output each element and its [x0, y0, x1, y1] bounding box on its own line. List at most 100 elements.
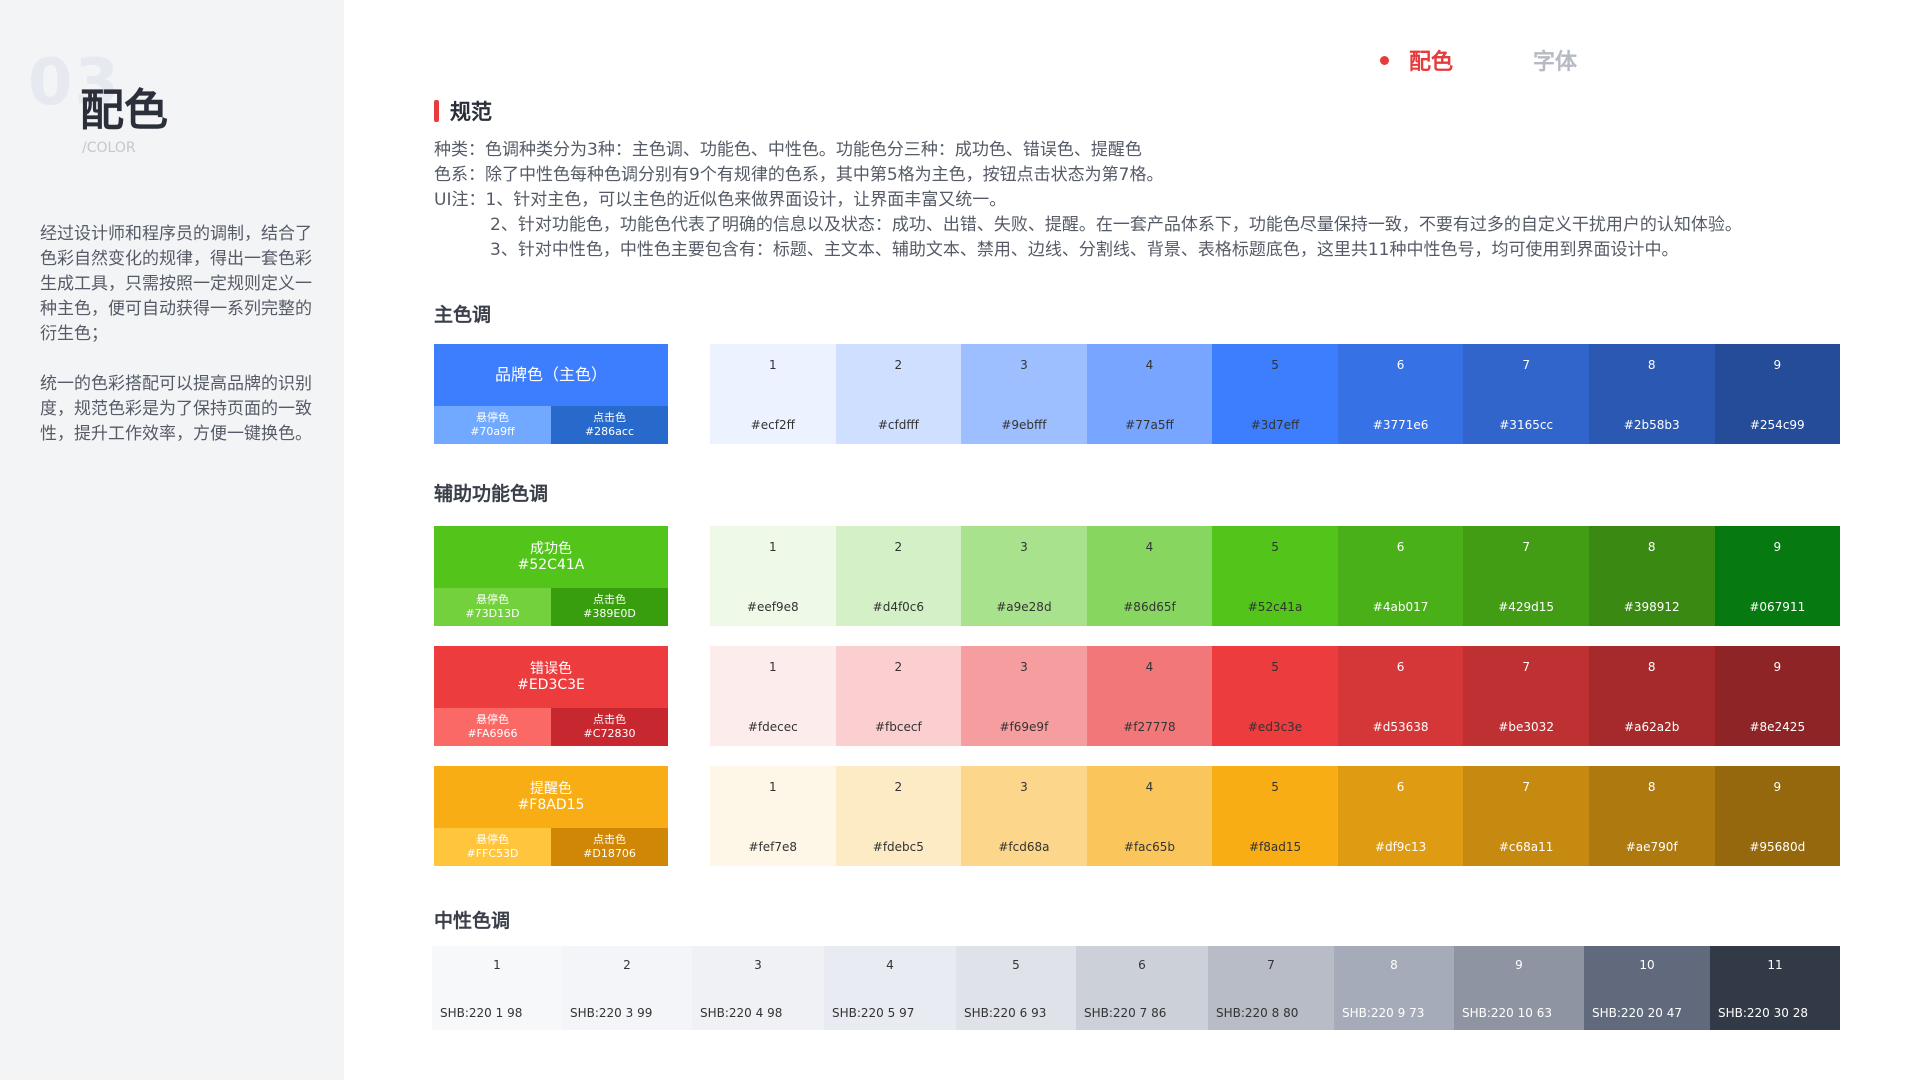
color-swatch: 3 #fcd68a [961, 766, 1087, 866]
swatch-index: 2 [894, 780, 903, 794]
brand-states: 悬停色 #73D13D 点击色 #389E0D [434, 588, 668, 626]
swatch-index: 1 [768, 540, 777, 554]
color-swatch: 2 #cfdfff [835, 344, 962, 444]
brand-main-swatch: 提醒色 #F8AD15 [434, 766, 668, 828]
swatch-code: SHB:220 10 63 [1462, 1006, 1552, 1020]
brand-card: 提醒色 #F8AD15 悬停色 #FFC53D 点击色 #D18706 [434, 766, 668, 866]
color-swatch: 4 #77a5ff [1086, 344, 1213, 444]
tab-color[interactable]: 配色 [1409, 50, 1454, 75]
swatch-index: 3 [1020, 780, 1028, 794]
brand-states: 悬停色 #FFC53D 点击色 #D18706 [434, 828, 668, 866]
color-swatch: 8 #a62a2b [1588, 646, 1715, 746]
neutral-scale: 1 SHB:220 1 98 2 SHB:220 3 99 3 SHB:220 4 98 4… [432, 946, 1840, 1030]
brand-main-label: 提醒色 [530, 781, 572, 797]
swatch-index: 6 [1396, 358, 1405, 372]
press-code: #286acc [584, 425, 635, 438]
color-swatch: 5 #3d7eff [1212, 344, 1338, 444]
swatch-index: 5 [1271, 780, 1279, 794]
swatch-hex: #2b58b3 [1623, 418, 1680, 432]
swatch-index: 2 [894, 358, 903, 372]
color-swatch: 3 #f69e9f [961, 646, 1087, 746]
swatch-hex: #ed3c3e [1247, 720, 1303, 734]
swatch-hex: #a9e28d [996, 600, 1052, 614]
color-swatch: 1 #fef7e8 [710, 766, 836, 866]
spec-text: 种类：色调种类分为3种：主色调、功能色、中性色。功能色分三种：成功色、错误色、提… [434, 138, 1742, 263]
section-marker [434, 100, 439, 122]
intro-paragraph: 统一的色彩搭配可以提高品牌的识别度，规范色彩是为了保持页面的一致性，提升工作效率… [40, 374, 312, 444]
color-swatch: 7 #429d15 [1463, 526, 1589, 626]
color-scale: 1 #ecf2ff 2 #cfdfff 3 #9ebfff 4 #77a5ff 5 #3d7eff… [710, 344, 1841, 444]
swatch-hex: #398912 [1623, 600, 1680, 614]
color-swatch: 6 #df9c13 [1337, 766, 1464, 866]
press-code: #C72830 [583, 727, 636, 740]
neutral-swatch: 8 SHB:220 9 73 [1334, 946, 1454, 1030]
brand-states: 悬停色 #FA6966 点击色 #C72830 [434, 708, 668, 746]
hover-code: #73D13D [465, 607, 520, 620]
neutral-swatch: 10 SHB:220 20 47 [1584, 946, 1710, 1030]
color-swatch: 7 #c68a11 [1463, 766, 1589, 866]
press-swatch: 点击色 #C72830 [551, 708, 668, 746]
swatch-hex: #eef9e8 [746, 600, 799, 614]
swatch-index: 6 [1396, 780, 1405, 794]
color-scale: 1 #eef9e8 2 #d4f0c6 3 #a9e28d 4 #86d65f 5 #52c41a… [710, 526, 1841, 626]
intro-paragraph: 经过设计师和程序员的调制，结合了色彩自然变化的规律，得出一套色彩生成工具，只需按… [40, 224, 312, 344]
swatch-hex: #4ab017 [1372, 600, 1429, 614]
swatch-index: 8 [1647, 780, 1656, 794]
swatch-index: 5 [1271, 358, 1279, 372]
swatch-index: 9 [1515, 958, 1523, 972]
swatch-index: 1 [768, 358, 777, 372]
swatch-code: SHB:220 3 99 [570, 1006, 653, 1020]
swatch-index: 9 [1773, 540, 1782, 554]
swatch-index: 7 [1522, 780, 1530, 794]
color-swatch: 1 #fdecec [710, 646, 836, 746]
swatch-hex: #9ebfff [1001, 418, 1047, 432]
swatch-hex: #254c99 [1749, 418, 1805, 432]
swatch-hex: #52c41a [1247, 600, 1303, 614]
brand-main-label: 错误色 [530, 661, 572, 677]
color-swatch: 9 #067911 [1714, 526, 1841, 626]
swatch-index: 3 [1020, 540, 1028, 554]
press-swatch: 点击色 #286acc [551, 406, 668, 444]
swatch-index: 6 [1138, 958, 1146, 972]
swatch-code: SHB:220 1 98 [440, 1006, 523, 1020]
color-swatch: 8 #ae790f [1588, 766, 1715, 866]
color-swatch: 7 #3165cc [1463, 344, 1589, 444]
color-swatch: 8 #2b58b3 [1588, 344, 1715, 444]
section-number: 03 [28, 46, 122, 120]
swatch-index: 3 [1020, 660, 1028, 674]
swatch-index: 2 [894, 540, 903, 554]
swatch-hex: #fef7e8 [748, 840, 798, 854]
swatch-index: 6 [1396, 660, 1405, 674]
swatch-index: 11 [1767, 958, 1783, 972]
swatch-index: 2 [894, 660, 903, 674]
swatch-hex: #3165cc [1499, 418, 1554, 432]
color-swatch: 5 #ed3c3e [1212, 646, 1338, 746]
swatch-index: 3 [754, 958, 762, 972]
swatch-index: 9 [1773, 660, 1782, 674]
hover-swatch: 悬停色 #FA6966 [434, 708, 551, 746]
swatch-index: 4 [1145, 358, 1154, 372]
color-scale: 1 #fdecec 2 #fbcecf 3 #f69e9f 4 #f27778 5 #ed3c3e… [710, 646, 1841, 746]
swatch-code: SHB:220 9 73 [1342, 1006, 1425, 1020]
swatch-hex: #95680d [1749, 840, 1806, 854]
color-swatch: 2 #fbcecf [835, 646, 962, 746]
color-swatch: 5 #52c41a [1212, 526, 1338, 626]
swatch-index: 1 [768, 660, 777, 674]
swatch-index: 9 [1773, 358, 1782, 372]
swatch-index: 1 [493, 958, 501, 972]
swatch-code: SHB:220 5 97 [832, 1006, 915, 1020]
brand-states: 悬停色 #70a9ff 点击色 #286acc [434, 406, 668, 444]
swatch-hex: #d4f0c6 [872, 600, 925, 614]
page-subtitle: /COLOR [82, 140, 136, 156]
hover-swatch: 悬停色 #70a9ff [434, 406, 551, 444]
hover-label: 悬停色 [476, 833, 509, 846]
swatch-hex: #77a5ff [1125, 418, 1174, 432]
press-swatch: 点击色 #D18706 [551, 828, 668, 866]
swatch-code: SHB:220 30 28 [1718, 1006, 1808, 1020]
color-scale: 1 #fef7e8 2 #fdebc5 3 #fcd68a 4 #fac65b 5 #f8ad15… [710, 766, 1841, 866]
press-swatch: 点击色 #389E0D [551, 588, 668, 626]
swatch-hex: #429d15 [1498, 600, 1555, 614]
tab-font[interactable]: 字体 [1533, 50, 1578, 75]
top-nav: 配色 字体 [1380, 44, 1577, 76]
swatch-index: 7 [1522, 540, 1530, 554]
